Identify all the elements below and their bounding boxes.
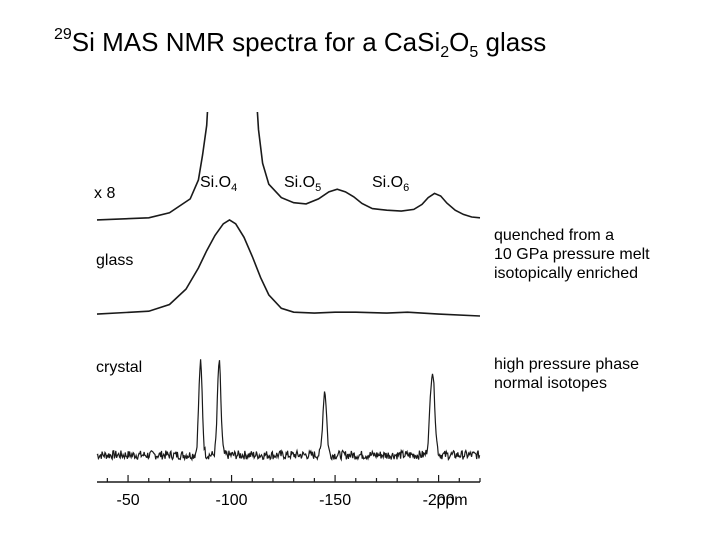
series-glass-line: [96, 219, 481, 317]
title-mid-text: O: [449, 27, 470, 57]
glass-note: quenched from a 10 GPa pressure melt iso…: [494, 226, 650, 283]
series-label-x8: x 8: [94, 185, 116, 202]
x-tick-label: -150: [319, 492, 351, 509]
glass-note-line-2: 10 GPa pressure melt: [494, 246, 650, 263]
x-tick-label: -50: [116, 492, 139, 509]
glass-note-line-3: isotopically enriched: [494, 265, 639, 282]
series-label-glass: glass: [96, 252, 134, 269]
crystal-note-line-1: high pressure phase: [494, 356, 639, 373]
peak-label-sio5: Si.O5: [284, 174, 322, 194]
title-isotope-superscript: 29: [54, 26, 72, 43]
x-axis-unit-label: ppm: [436, 492, 467, 509]
series-label-crystal: crystal: [96, 359, 143, 376]
title-end-text: glass: [478, 27, 547, 57]
title-subscript-2: 5: [469, 44, 479, 61]
peak-label-sio6: Si.O6: [372, 174, 410, 194]
x-tick-label: -100: [216, 492, 248, 509]
series-x8-line: [96, 112, 481, 221]
series-crystal-line: [96, 359, 481, 462]
x-tick-label: -200: [423, 492, 455, 509]
chart-title: 29Si MAS NMR spectra for a CaSi2O5 glass: [54, 26, 546, 62]
peak-label-sio4: Si.O4: [200, 174, 238, 194]
title-main-text: Si MAS NMR spectra for a CaSi: [71, 27, 441, 57]
crystal-note-line-2: normal isotopes: [494, 375, 607, 392]
glass-note-line-1: quenched from a: [494, 227, 615, 244]
crystal-note: high pressure phase normal isotopes: [494, 355, 639, 393]
title-subscript-1: 2: [440, 44, 450, 61]
